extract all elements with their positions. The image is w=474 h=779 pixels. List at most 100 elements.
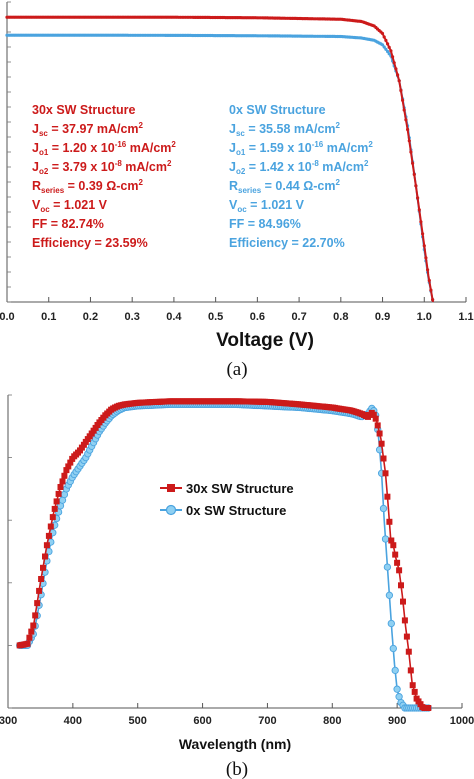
params-30x-eff: Efficiency = 23.59% — [32, 236, 148, 250]
params-0x-jo2: Jo2 = 1.42 x 10-8 mA/cm2 — [229, 159, 369, 176]
data-point-a-30x — [404, 118, 408, 122]
data-point-b-30x — [384, 493, 391, 500]
params-0x: 0x SW Structure Jsc = 35.58 mA/cm2 Jo1 =… — [229, 103, 373, 250]
data-point-a-30x — [414, 184, 418, 188]
x-tick-label-a: 0.8 — [333, 311, 348, 323]
params-30x-jo2: Jo2 = 3.79 x 10-8 mA/cm2 — [32, 159, 172, 176]
x-tick-label-b: 500 — [129, 715, 147, 727]
panel-b: 300 400 500 600 700 800 900 1000 30x SW Structu… — [0, 394, 474, 779]
data-point-b-30x — [378, 440, 385, 447]
data-point-a-0x — [384, 47, 388, 51]
data-point-b-30x — [372, 415, 379, 422]
data-point-b-30x — [30, 622, 37, 629]
data-point-b-30x — [49, 514, 56, 521]
x-tick-label-b: 300 — [0, 715, 17, 727]
params-30x-ff: FF = 82.74% — [32, 217, 104, 231]
data-point-a-30x — [384, 38, 388, 43]
x-tick-label-a: 0.9 — [375, 311, 390, 323]
data-point-a-0x — [386, 49, 390, 54]
data-point-a-30x — [391, 55, 395, 59]
data-point-b-30x — [45, 532, 52, 539]
x-tick-label-a: 0.1 — [41, 311, 56, 323]
x-tick-label-a: 0.4 — [166, 311, 182, 323]
data-point-b-30x — [59, 478, 66, 485]
params-0x-eff: Efficiency = 22.70% — [229, 236, 345, 250]
data-point-a-0x — [382, 45, 386, 49]
data-point-b-0x — [381, 535, 390, 543]
data-point-b-30x — [34, 600, 41, 607]
legend-marker-0x — [165, 504, 177, 516]
params-0x-ff: FF = 84.96% — [229, 217, 301, 231]
x-tick-label-a: 0.2 — [83, 311, 98, 323]
data-point-b-30x — [374, 422, 381, 429]
params-30x: 30x SW Structure Jsc = 37.97 mA/cm2 Jo1 … — [32, 103, 176, 250]
data-point-b-30x — [65, 463, 72, 470]
data-point-a-30x — [429, 288, 433, 292]
data-point-a-30x — [417, 208, 421, 212]
params-30x-rseries: Rseries = 0.39 Ω-cm2 — [32, 178, 143, 195]
data-point-a-30x — [431, 298, 435, 302]
panel-label-a: (a) — [226, 359, 247, 380]
data-point-b-30x — [36, 587, 43, 594]
x-tick-label-b: 1000 — [450, 715, 474, 727]
data-point-b-30x — [396, 567, 403, 574]
data-point-b-30x — [28, 628, 35, 635]
data-point-b-30x — [40, 564, 46, 571]
data-point-b-30x — [57, 484, 64, 490]
data-point-a-30x — [389, 49, 393, 53]
data-point-b-30x — [392, 551, 399, 558]
data-point-b-30x — [370, 411, 377, 418]
data-point-a-30x — [409, 150, 413, 154]
data-point-b-30x — [55, 490, 62, 497]
params-0x-voc: Voc = 1.021 V — [229, 198, 305, 214]
data-point-b-30x — [411, 688, 418, 695]
data-point-b-30x — [382, 470, 389, 477]
data-point-b-30x — [405, 648, 412, 655]
x-tick-label-b: 900 — [388, 715, 406, 727]
data-point-b-0x — [395, 693, 403, 701]
y-ticks-b — [8, 394, 12, 709]
data-point-a-30x — [419, 220, 423, 224]
data-point-a-30x — [392, 61, 396, 65]
data-point-b-30x — [390, 542, 397, 549]
data-point-b-30x — [388, 537, 395, 544]
data-point-b-30x — [380, 455, 387, 462]
params-30x-jsc: Jsc = 37.97 mA/cm2 — [32, 121, 144, 138]
x-tick-label-a: 0.0 — [0, 311, 15, 323]
data-point-a-30x — [412, 172, 416, 177]
data-point-a-0x — [380, 43, 385, 47]
legend-label-30x: 30x SW Structure — [186, 481, 294, 496]
data-point-b-30x — [376, 430, 383, 437]
x-tick-label-a: 1.0 — [417, 311, 432, 323]
data-point-a-30x — [411, 161, 415, 165]
x-tick-label-a: 0.5 — [208, 311, 223, 323]
data-point-a-30x — [424, 256, 428, 260]
data-point-b-30x — [51, 505, 58, 512]
panel-a: 0.0 0.1 0.2 0.3 0.4 0.5 0.6 0.7 0.8 0.9 1.0 1.1 Vol… — [0, 1, 474, 380]
x-ticks-b: 300 400 500 600 700 800 900 1000 — [0, 703, 474, 727]
curves-b — [16, 398, 432, 712]
data-point-a-30x — [396, 73, 400, 77]
data-point-a-30x — [394, 67, 398, 71]
data-point-a-30x — [386, 42, 390, 46]
y-ticks-a — [7, 1, 11, 303]
data-point-b-30x — [425, 705, 432, 711]
data-point-b-30x — [43, 542, 50, 549]
data-point-b-0x — [379, 504, 388, 513]
data-point-b-0x — [389, 644, 397, 653]
data-point-a-30x — [422, 244, 426, 248]
data-point-b-30x — [32, 612, 39, 619]
x-axis-title-a: Voltage (V) — [216, 330, 314, 351]
legend-marker-30x — [167, 484, 175, 492]
data-point-b-30x — [61, 472, 68, 479]
legend-label-0x: 0x SW Structure — [186, 503, 286, 518]
x-tick-label-b: 800 — [323, 715, 341, 727]
data-point-a-30x — [380, 31, 385, 36]
data-point-b-0x — [385, 591, 394, 599]
data-point-b-30x — [24, 640, 31, 647]
params-0x-rseries: Rseries = 0.44 Ω-cm2 — [229, 178, 340, 195]
x-tick-label-b: 400 — [64, 715, 82, 727]
panel-label-b: (b) — [226, 759, 248, 779]
data-point-a-30x — [426, 268, 430, 272]
